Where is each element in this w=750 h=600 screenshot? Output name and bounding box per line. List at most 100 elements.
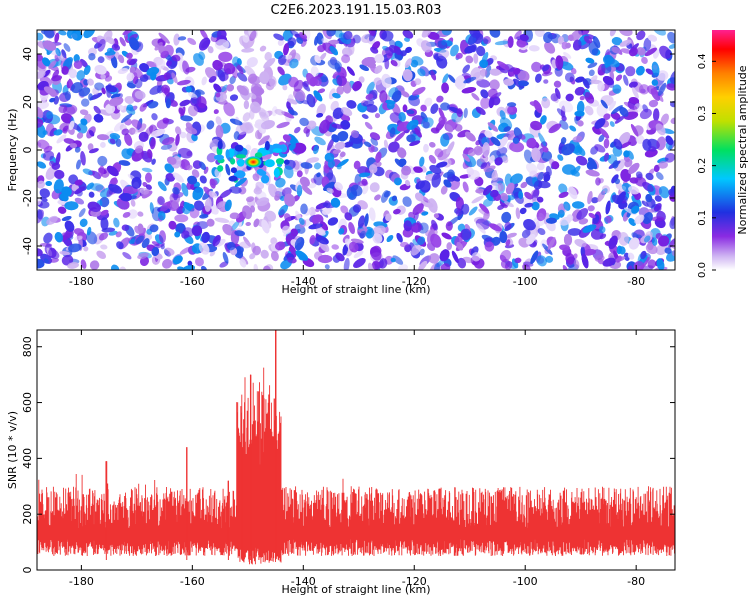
heatmap-cell	[361, 178, 368, 186]
heatmap-cell	[295, 250, 309, 261]
heatmap-cell	[370, 246, 382, 261]
heatmap-hotspot-cell	[264, 140, 270, 151]
heatmap-cell	[139, 103, 148, 112]
heatmap-cell	[623, 150, 630, 158]
heatmap-cell	[151, 247, 160, 256]
heatmap-cell	[654, 195, 662, 202]
heatmap-cell	[629, 47, 638, 57]
heatmap-cell	[385, 213, 392, 222]
snr-ytick-label: 600	[21, 392, 34, 413]
heatmap-cell	[669, 216, 675, 230]
heatmap-cell	[429, 142, 436, 148]
heatmap-cell	[76, 132, 84, 139]
heatmap-cell	[271, 250, 279, 262]
heatmap-cell	[440, 102, 450, 111]
heatmap-cell	[668, 188, 675, 196]
heatmap-cell	[489, 79, 500, 91]
heatmap-cell	[229, 118, 243, 126]
heatmap-cell	[575, 155, 588, 166]
heatmap-cell	[74, 197, 85, 205]
heatmap-cell	[585, 169, 600, 177]
colorbar-tick-label: 0.2	[697, 158, 708, 174]
heatmap-cell	[599, 127, 610, 139]
heatmap-cell	[268, 75, 277, 88]
heatmap-cell	[317, 254, 333, 264]
heatmap-cell	[352, 204, 362, 213]
heatmap-cell	[393, 208, 401, 215]
heatmap-cell	[642, 212, 653, 225]
heatmap-cell	[468, 206, 478, 216]
heatmap-cell	[436, 95, 444, 103]
heatmap-cell	[335, 252, 345, 262]
heatmap-cell	[37, 106, 44, 119]
colorbar-tick-label: 0.1	[697, 210, 708, 226]
heatmap-cell	[628, 81, 638, 88]
heatmap-cell	[594, 254, 605, 262]
heatmap-cell	[223, 102, 235, 117]
heatmap-cell	[108, 183, 123, 194]
heatmap-cell	[179, 131, 187, 139]
heatmap-cell	[379, 90, 388, 103]
heatmap-cell	[565, 252, 575, 265]
heatmap-cell	[278, 204, 289, 216]
heatmap-cell	[206, 120, 215, 130]
heatmap-cell	[242, 34, 250, 43]
heatmap-cell	[494, 40, 509, 46]
heatmap-cell	[611, 105, 623, 115]
heatmap-hotspot-cell	[230, 158, 236, 165]
heatmap-cell	[388, 44, 398, 54]
colorbar-axes: 0.0 0.1 0.2 0.3 0.4	[697, 53, 716, 278]
heatmap-hotspot-cell	[275, 158, 285, 165]
heatmap-cell	[243, 100, 250, 110]
heatmap-cell	[294, 126, 301, 134]
heatmap-cell	[574, 239, 587, 248]
heatmap-cell	[371, 260, 381, 270]
heatmap-cell	[436, 161, 448, 168]
heatmap-cell	[53, 178, 64, 194]
heatmap-cell	[659, 45, 672, 59]
snr-line	[37, 330, 675, 565]
heatmap-cell	[130, 199, 136, 207]
heatmap-cell	[236, 85, 249, 96]
heatmap-cell	[165, 98, 172, 109]
heatmap-cell	[402, 69, 413, 82]
heatmap-cell	[191, 225, 203, 237]
heatmap-cell	[234, 230, 246, 237]
heatmap-cell	[413, 166, 423, 173]
heatmap-cell	[137, 223, 144, 234]
heatmap-cell	[341, 47, 353, 57]
heatmap-cell	[61, 215, 72, 222]
heatmap-cell	[448, 74, 456, 83]
heatmap-cell	[569, 125, 577, 132]
heatmap-cell	[98, 109, 112, 116]
heatmap-cell	[226, 84, 235, 92]
heatmap-cell	[402, 196, 412, 207]
heatmap-cell	[602, 75, 614, 86]
heatmap-cell	[48, 60, 57, 69]
heatmap-cell	[574, 86, 585, 96]
heatmap-cell	[137, 252, 149, 260]
heatmap-cell	[436, 55, 448, 69]
heatmap-cell	[287, 257, 297, 264]
heatmap-cell	[378, 258, 388, 269]
heatmap-cell	[428, 253, 440, 264]
heatmap-cell	[587, 205, 595, 212]
heatmap-cell	[467, 169, 480, 180]
heatmap-cell	[336, 75, 347, 87]
heatmap-cell	[89, 260, 100, 270]
heatmap-cell	[309, 234, 316, 245]
heatmap-cell	[419, 156, 425, 167]
heatmap-cell	[471, 93, 480, 101]
heatmap-cell	[324, 152, 335, 163]
heatmap-cell	[186, 164, 193, 171]
heatmap-cell	[171, 54, 181, 62]
snr-frame	[36, 329, 676, 571]
heatmap-cell	[314, 35, 319, 46]
heatmap-cell	[247, 73, 258, 84]
heatmap-cell	[369, 182, 380, 193]
heatmap-cell	[635, 134, 645, 144]
heatmap-cell	[135, 145, 144, 154]
heatmap-cell	[643, 235, 651, 243]
heatmap-cell	[275, 177, 286, 188]
heatmap-cell	[573, 259, 580, 269]
